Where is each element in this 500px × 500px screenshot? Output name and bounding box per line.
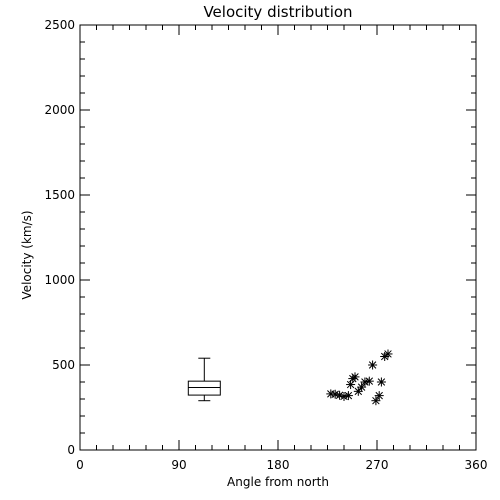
- point-stroke: [331, 390, 339, 398]
- point-stroke: [340, 392, 348, 401]
- chart-title: Velocity distribution: [203, 3, 352, 21]
- axis-ticks: [79, 24, 477, 451]
- point-stroke: [344, 391, 353, 400]
- y-axis-label: Velocity (km/s): [20, 210, 34, 299]
- point-stroke: [335, 391, 344, 399]
- data-point: [350, 372, 360, 382]
- data-point: [371, 396, 381, 406]
- box-iqr: [187, 380, 221, 396]
- x-tick-label: 0: [76, 458, 84, 472]
- axis-tick-labels: 0 90 180 270 360 0 500 1000 1500 2000 2500: [44, 18, 487, 472]
- y-tick-label: 1000: [44, 273, 75, 287]
- y-tick-label: 2000: [44, 103, 75, 117]
- point-stroke: [384, 350, 392, 358]
- point-stroke: [365, 377, 374, 385]
- point-stroke: [361, 378, 369, 386]
- data-point: [374, 391, 384, 401]
- y-tick-label: 500: [52, 358, 75, 372]
- plot-frame: [79, 24, 477, 451]
- y-tick-label: 2500: [44, 18, 75, 32]
- point-stroke: [375, 391, 383, 400]
- scatter-points: [326, 349, 393, 406]
- data-point: [357, 382, 367, 392]
- x-axis-label: Angle from north: [227, 475, 329, 489]
- data-point: [383, 349, 393, 359]
- data-point: [364, 376, 374, 386]
- y-tick-label: 1500: [44, 188, 75, 202]
- x-tick-label: 90: [171, 458, 186, 472]
- point-stroke: [354, 387, 363, 396]
- x-tick-label: 360: [465, 458, 488, 472]
- box-plot: [187, 357, 221, 402]
- data-point: [368, 360, 378, 370]
- point-stroke: [372, 396, 380, 405]
- point-stroke: [377, 378, 386, 386]
- data-point: [343, 391, 353, 401]
- point-stroke: [368, 361, 377, 369]
- point-stroke: [351, 373, 359, 381]
- point-stroke: [357, 383, 366, 391]
- y-tick-label: 0: [67, 443, 75, 457]
- x-tick-label: 180: [267, 458, 290, 472]
- data-point: [353, 386, 363, 396]
- x-tick-label: 270: [366, 458, 389, 472]
- data-point: [376, 377, 386, 387]
